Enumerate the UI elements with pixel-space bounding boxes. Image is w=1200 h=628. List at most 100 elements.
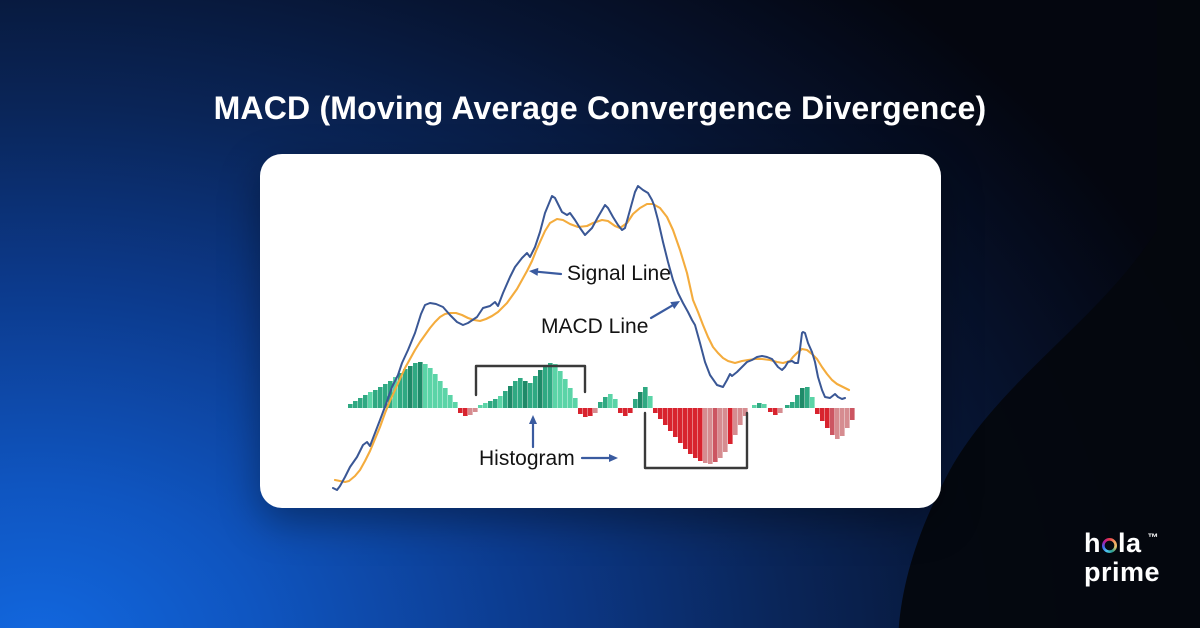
histogram-bar [423, 364, 428, 408]
histogram-bar [518, 378, 523, 408]
histogram-bar [448, 395, 453, 408]
histogram-bar [413, 363, 418, 408]
histogram-bar [663, 408, 668, 425]
logo-text-prime: prime [1083, 557, 1160, 587]
histogram-bar [778, 408, 783, 413]
histogram-bar [438, 381, 443, 408]
histogram-bar [503, 391, 508, 408]
histogram-bar [433, 374, 438, 408]
histogram-bar [348, 404, 353, 408]
histogram-bar [658, 408, 663, 419]
histogram-bar [363, 395, 368, 408]
histogram-bar [785, 405, 790, 408]
histogram-bar [743, 408, 748, 416]
histogram-bar [840, 408, 845, 436]
histogram-bar [613, 399, 618, 408]
histogram-bar [563, 379, 568, 408]
histogram-bar [643, 387, 648, 408]
histogram-bar [523, 381, 528, 408]
histogram-bar [618, 408, 623, 413]
histogram-bar [683, 408, 688, 449]
histogram-bar [353, 401, 358, 408]
histogram-bar [673, 408, 678, 437]
chart-card: Signal Line MACD Line Histogram [260, 154, 941, 508]
histogram-bar [628, 408, 633, 413]
histogram-bar [850, 408, 855, 420]
histogram-bar [603, 397, 608, 408]
logo-text-la: la [1117, 528, 1142, 558]
histogram-bar [708, 408, 713, 464]
histogram-bar [698, 408, 703, 461]
histogram-bar [568, 388, 573, 408]
histogram-bar [768, 408, 773, 412]
histogram-bar [428, 368, 433, 408]
histogram-bar [508, 386, 513, 408]
histogram-bar [633, 399, 638, 408]
histogram-bar [723, 408, 728, 452]
arrow-line [649, 304, 674, 320]
histogram-bar [752, 405, 757, 408]
histogram-bar [478, 405, 483, 408]
arrow-head-icon [529, 267, 539, 276]
page-title: MACD (Moving Average Convergence Diverge… [213, 90, 987, 126]
histogram-bar [757, 403, 762, 408]
histogram-bar [815, 408, 820, 414]
histogram-bar [458, 408, 463, 413]
histogram-bar [408, 366, 413, 408]
histogram-bar [713, 408, 718, 462]
macd-line-label: MACD Line [541, 315, 649, 338]
histogram-bar [373, 390, 378, 408]
histogram-bar [762, 404, 767, 408]
histogram-bar [738, 408, 743, 425]
arrow-line [536, 270, 563, 276]
histogram-bar [693, 408, 698, 458]
histogram-bar [383, 384, 388, 408]
logo-line-hola: h la ™ [1084, 530, 1160, 561]
histogram-bar [443, 388, 448, 408]
histogram-bar [593, 408, 598, 413]
logo-trademark: ™ [1147, 532, 1159, 544]
histogram-bar [543, 365, 548, 408]
macd-chart [332, 185, 855, 491]
histogram-bar [608, 394, 613, 408]
arrow-head-icon [609, 454, 618, 462]
histogram-bar [453, 402, 458, 408]
histogram-bar [468, 408, 473, 415]
histogram-bar [825, 408, 830, 428]
histogram-bar [538, 370, 543, 408]
logo-o-ring-icon [1101, 538, 1117, 553]
histogram-bar [378, 387, 383, 408]
histogram-bar [598, 402, 603, 408]
arrow-head-icon [529, 415, 537, 424]
histogram-bar [403, 369, 408, 408]
bracket-annotation [474, 364, 587, 397]
histogram-bar [548, 363, 553, 408]
histogram-bar [810, 397, 815, 408]
histogram-bar [830, 408, 835, 435]
histogram-bar [800, 388, 805, 408]
histogram-bar [368, 392, 373, 408]
histogram-bar [533, 376, 538, 408]
histogram-bar [773, 408, 778, 415]
histogram-bar [653, 408, 658, 413]
logo-text-h: h [1083, 528, 1101, 558]
histogram-bar [845, 408, 850, 428]
histogram-bar [553, 364, 558, 408]
histogram-bar [573, 398, 578, 408]
histogram-bar [728, 408, 733, 444]
histogram-bar [588, 408, 593, 416]
histogram-bar [835, 408, 840, 439]
histogram-bar [718, 408, 723, 458]
histogram-bar [648, 396, 653, 408]
histogram-bar [398, 373, 403, 408]
histogram-bar [528, 383, 533, 408]
histogram-bar [623, 408, 628, 416]
histogram-bar [393, 377, 398, 408]
histogram-bar [638, 392, 643, 408]
dark-corner-path [898, 0, 1200, 628]
bracket-annotation [643, 411, 749, 470]
histogram-bar [703, 408, 708, 463]
histogram-bar [733, 408, 738, 435]
histogram-bar [820, 408, 825, 421]
